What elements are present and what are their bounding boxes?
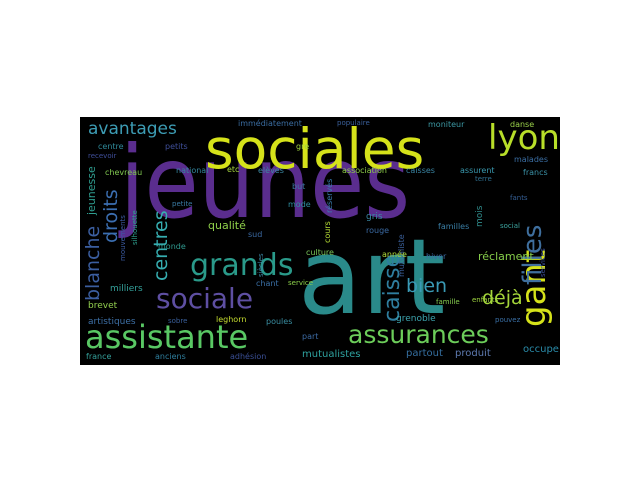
word-mutualistes: mutualistes — [302, 349, 361, 360]
word-eleves: elèves — [258, 166, 284, 175]
word-produit: produit — [455, 348, 491, 359]
word-cloud: jeunes art sociales assistante sociale g… — [80, 117, 560, 365]
word-sud: sud — [248, 230, 263, 239]
word-sociale: sociale — [156, 282, 254, 315]
word-cours: cours — [323, 221, 332, 243]
word-annee: année — [382, 250, 407, 259]
word-siecles: siècles — [257, 253, 265, 277]
word-brevet: brevet — [88, 301, 118, 311]
word-qualite: qualité — [208, 219, 246, 232]
word-assistante: assistante — [85, 318, 249, 356]
word-familles: familles — [438, 222, 470, 231]
word-pouvez: pouvez — [495, 316, 521, 324]
word-poules: poules — [266, 317, 293, 326]
word-rouge: rouge — [366, 226, 390, 235]
word-blanche: blanche — [82, 225, 104, 301]
word-reclament: réclament — [478, 250, 534, 263]
word-mois: mois — [475, 205, 485, 227]
word-francs: francs — [523, 168, 548, 177]
word-assurances: assurances — [348, 320, 489, 349]
word-leghorn: leghorn — [216, 315, 247, 324]
word-services: services — [539, 248, 547, 277]
word-petite: petite — [172, 200, 193, 208]
word-jeunesse: jeunesse — [85, 166, 98, 215]
word-national: national — [176, 166, 209, 175]
word-mouvements: mouvements — [119, 215, 127, 261]
word-art: art — [298, 216, 446, 338]
word-france: france — [86, 352, 112, 361]
word-hiver: hiver — [426, 252, 447, 261]
word-part: part — [302, 332, 319, 341]
word-bien: bien — [406, 275, 448, 297]
word-monde: monde — [158, 242, 186, 251]
word-association: association — [342, 166, 387, 175]
word-caisses: caisses — [406, 166, 435, 175]
word-grenoble: grenoble — [396, 314, 436, 324]
word-malades: malades — [514, 155, 548, 164]
word-enfants: enfants — [472, 296, 499, 304]
word-populaire: populaire — [337, 119, 370, 127]
word-occupe: occupe — [523, 344, 559, 355]
word-chant: chant — [256, 279, 279, 288]
word-fants: fants — [510, 194, 528, 202]
word-immediatement: immédiatement — [238, 119, 302, 128]
word-lyon: lyon — [488, 118, 560, 158]
word-etc: etc — [227, 165, 240, 174]
word-but: but — [292, 182, 306, 191]
word-anciens: anciens — [155, 352, 186, 361]
word-danse: danse — [510, 120, 535, 129]
word-recevoir: recevoir — [88, 152, 117, 160]
word-famille: famille — [436, 298, 460, 306]
word-milliers: milliers — [110, 284, 143, 294]
word-centre: centre — [98, 142, 124, 151]
word-service: service — [288, 279, 314, 287]
word-petits: petits — [165, 142, 188, 151]
word-gris: gris — [366, 212, 383, 222]
word-mode: mode — [288, 200, 311, 209]
word-grands: grands — [190, 248, 294, 283]
word-adhesion: adhésion — [230, 352, 267, 361]
word-partout: partout — [406, 348, 443, 359]
word-culture: culture — [306, 248, 334, 257]
word-jeunes: jeunes — [120, 124, 411, 241]
word-sociales: sociales — [205, 117, 425, 181]
word-gre: gre — [296, 142, 310, 151]
word-moniteur: moniteur — [428, 120, 465, 129]
word-assurent: assurent — [460, 166, 495, 175]
word-artistiques: artistiques — [88, 317, 136, 327]
word-avantages: avantages — [88, 119, 177, 139]
word-silhouette: silhouette — [131, 210, 139, 245]
word-reserves: réservés — [325, 178, 334, 213]
word-deja: déjà — [482, 287, 523, 309]
word-chevreau: chevreau — [105, 168, 143, 177]
word-terre: terre — [475, 175, 492, 183]
word-sobre: sobre — [168, 317, 188, 325]
word-social: social — [500, 222, 520, 230]
